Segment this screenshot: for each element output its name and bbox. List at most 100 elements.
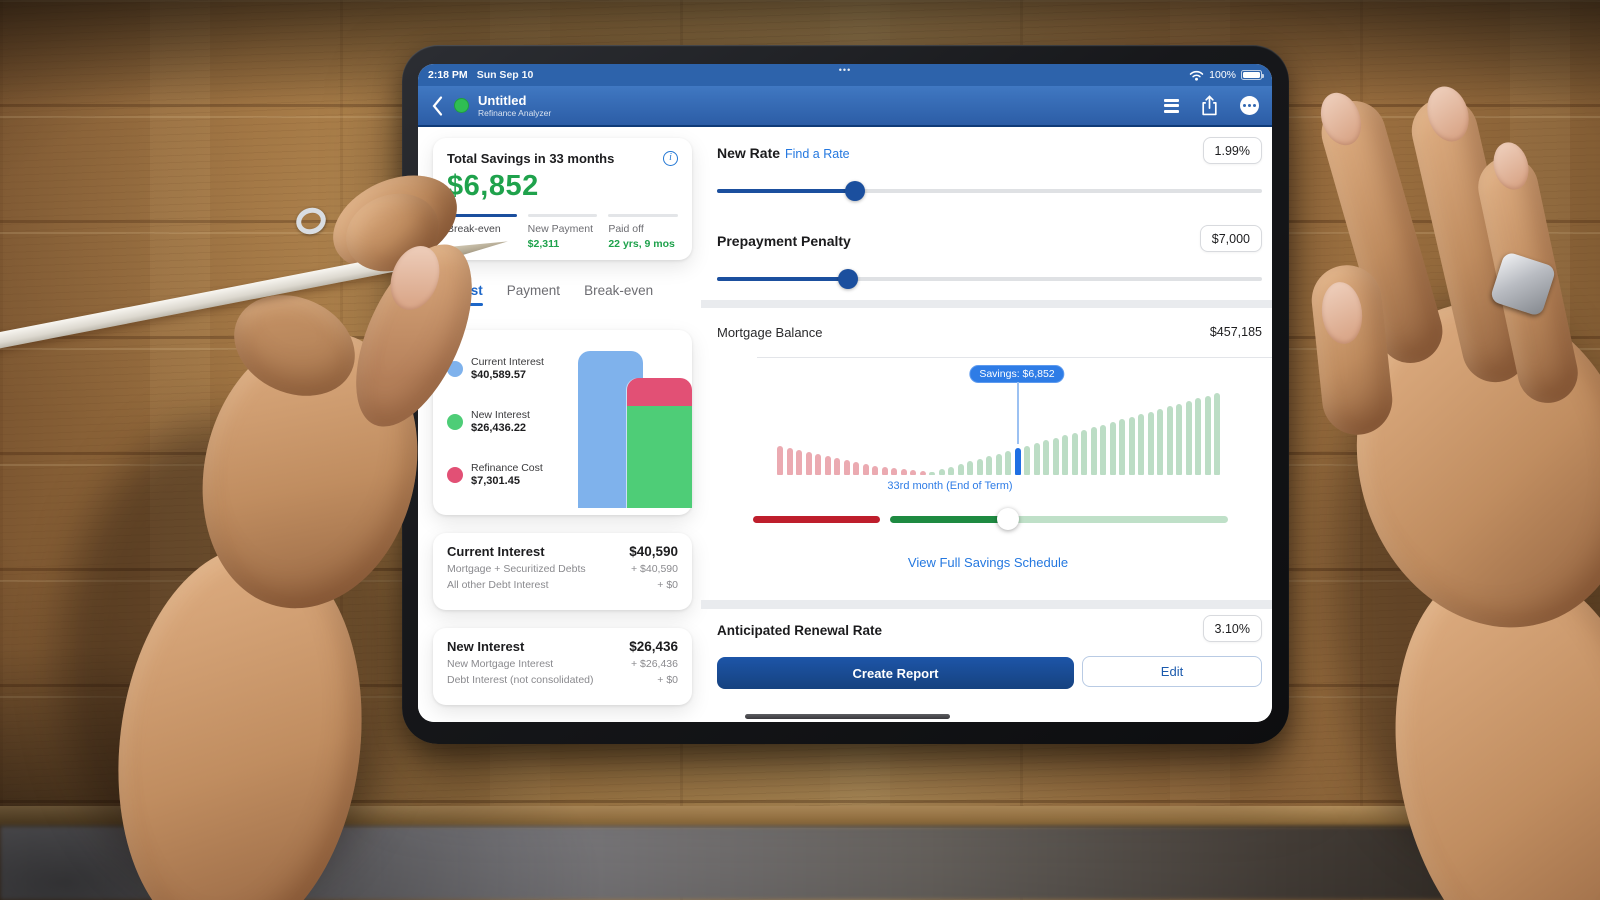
current-interest-title: Current Interest bbox=[447, 544, 545, 559]
new-interest-stacked-bar bbox=[627, 378, 692, 508]
summary-stat-paid-off[interactable]: Paid off 22 yrs, 9 mos bbox=[608, 214, 679, 250]
timeline-bar bbox=[1147, 412, 1154, 475]
new-rate-input[interactable]: 1.99% bbox=[1202, 137, 1262, 164]
create-report-button[interactable]: Create Report bbox=[717, 657, 1074, 689]
savings-tooltip: Savings: $6,852 bbox=[969, 365, 1065, 383]
breakdown-row-label: All other Debt Interest bbox=[447, 579, 549, 591]
timeline-bar bbox=[1100, 425, 1106, 475]
timeline-bar bbox=[786, 448, 793, 475]
timeline-bar bbox=[1062, 435, 1068, 475]
prepayment-slider[interactable] bbox=[717, 269, 1262, 289]
prepayment-label: Prepayment Penalty bbox=[717, 233, 851, 249]
timeline-bar bbox=[938, 469, 945, 475]
app-screen: 2:18 PM Sun Sep 10 ••• 100% bbox=[418, 64, 1272, 722]
mortgage-balance-value: $457,185 bbox=[1209, 325, 1262, 339]
timeline-bar bbox=[1090, 427, 1097, 475]
find-a-rate-link[interactable]: Find a Rate bbox=[785, 147, 850, 161]
stat-indicator bbox=[447, 214, 517, 217]
battery-icon bbox=[1241, 70, 1264, 80]
timeline-bar bbox=[1176, 404, 1182, 475]
stat-indicator bbox=[608, 214, 679, 217]
timeline-bar bbox=[872, 466, 878, 475]
new-rate-slider[interactable] bbox=[717, 181, 1262, 201]
timeline-bar bbox=[1166, 406, 1173, 475]
legend-value: $7,301.45 bbox=[471, 475, 520, 487]
timeline-bar bbox=[777, 446, 783, 475]
term-slider-loss-segment[interactable] bbox=[753, 516, 880, 523]
prepayment-input[interactable]: $7,000 bbox=[1199, 225, 1262, 252]
nav-bar: Untitled Refinance Analyzer bbox=[418, 86, 1272, 127]
timeline-bar bbox=[853, 462, 859, 475]
breakdown-row-value: + $0 bbox=[657, 579, 678, 591]
view-schedule-link[interactable]: View Full Savings Schedule bbox=[907, 555, 1069, 570]
tablet: 2:18 PM Sun Sep 10 ••• 100% bbox=[402, 45, 1289, 744]
section-divider-2 bbox=[701, 600, 1272, 609]
term-slider-gain-segment[interactable] bbox=[890, 516, 1008, 523]
document-title: Untitled bbox=[478, 92, 527, 108]
status-time: 2:18 PM bbox=[428, 69, 468, 81]
timeline-bar bbox=[1138, 414, 1144, 475]
timeline-bar bbox=[1014, 448, 1021, 475]
timeline-bar bbox=[1033, 443, 1040, 475]
legend-value: $40,589.57 bbox=[471, 369, 527, 381]
breakdown-row: Mortgage + Securitized Debts + $40,590 bbox=[447, 563, 678, 575]
timeline-bar bbox=[1005, 451, 1011, 475]
savings-timeline-chart bbox=[777, 393, 1220, 475]
legend-item: Current Interest $40,589.57 bbox=[447, 356, 544, 381]
refinance-cost-segment bbox=[627, 378, 692, 406]
stat-label: Paid off bbox=[608, 223, 644, 235]
back-chevron-icon[interactable] bbox=[431, 95, 445, 117]
total-savings-card: Total Savings in 33 months i $6,852 Brea… bbox=[433, 138, 692, 260]
term-slider-remaining-segment[interactable] bbox=[1008, 516, 1228, 523]
breakdown-row: All other Debt Interest + $0 bbox=[447, 579, 678, 591]
app-name: Refinance Analyzer bbox=[478, 107, 552, 118]
tab-payment[interactable]: Payment bbox=[506, 283, 561, 298]
tab-break-even[interactable]: Break-even bbox=[584, 283, 654, 298]
current-interest-card: Current Interest $40,590 Mortgage + Secu… bbox=[433, 533, 692, 610]
prepayment-slider-thumb[interactable] bbox=[837, 269, 858, 289]
breakdown-row-label: New Mortgage Interest bbox=[447, 658, 554, 670]
breakdown-row-value: + $26,436 bbox=[630, 658, 678, 670]
document-status-dot bbox=[454, 98, 469, 113]
left-panel: Total Savings in 33 months i $6,852 Brea… bbox=[418, 127, 717, 722]
renewal-rate-label: Anticipated Renewal Rate bbox=[717, 623, 883, 638]
more-options-icon[interactable] bbox=[1240, 96, 1259, 115]
timeline-bar bbox=[805, 452, 812, 475]
stat-indicator bbox=[527, 214, 598, 217]
new-interest-segment bbox=[627, 406, 692, 508]
timeline-bar bbox=[948, 467, 954, 475]
timeline-bar bbox=[843, 460, 850, 475]
status-bar: 2:18 PM Sun Sep 10 ••• 100% bbox=[418, 64, 1272, 86]
breakdown-row-label: Debt Interest (not consolidated) bbox=[447, 674, 594, 686]
timeline-bar bbox=[891, 468, 897, 475]
new-rate-slider-thumb[interactable] bbox=[844, 181, 865, 201]
timeline-annotation: 33rd month (End of Term) bbox=[887, 480, 1013, 492]
stat-label: New Payment bbox=[527, 223, 594, 235]
timeline-bar bbox=[1043, 440, 1049, 475]
info-icon[interactable]: i bbox=[663, 151, 678, 166]
section-divider bbox=[701, 300, 1272, 308]
timeline-bar bbox=[1119, 419, 1125, 475]
status-date: Sun Sep 10 bbox=[476, 69, 534, 81]
term-slider-thumb[interactable] bbox=[997, 508, 1019, 530]
timeline-bar bbox=[1204, 396, 1211, 475]
list-menu-icon[interactable] bbox=[1164, 98, 1179, 113]
timeline-bar bbox=[1052, 438, 1059, 475]
summary-stat-new-payment[interactable]: New Payment $2,311 bbox=[527, 214, 598, 250]
app-content: Total Savings in 33 months i $6,852 Brea… bbox=[418, 127, 1272, 722]
home-indicator[interactable] bbox=[745, 714, 950, 719]
timeline-bar bbox=[976, 459, 983, 475]
timeline-bar bbox=[862, 464, 869, 475]
total-savings-title: Total Savings in 33 months bbox=[447, 151, 615, 166]
total-savings-value: $6,852 bbox=[447, 170, 539, 202]
legend-text: New Interest $26,436.22 bbox=[471, 409, 530, 434]
renewal-rate-input[interactable]: 3.10% bbox=[1202, 615, 1262, 642]
timeline-bar bbox=[881, 467, 888, 475]
edit-button[interactable]: Edit bbox=[1082, 656, 1262, 687]
legend-text: Refinance Cost $7,301.45 bbox=[471, 462, 543, 487]
timeline-bar bbox=[1024, 446, 1030, 475]
share-icon[interactable] bbox=[1201, 95, 1218, 116]
breakdown-row: Debt Interest (not consolidated) + $0 bbox=[447, 674, 678, 686]
legend-label: New Interest bbox=[471, 409, 530, 421]
right-panel: New Rate Find a Rate 1.99% Prepayment Pe… bbox=[701, 127, 1272, 722]
